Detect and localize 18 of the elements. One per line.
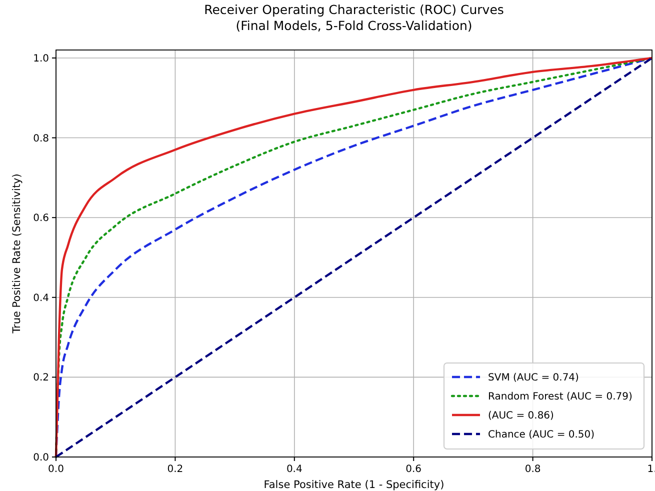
- y-tick-label: 0.4: [33, 292, 49, 304]
- x-tick-label: 0.8: [524, 464, 541, 475]
- x-tick-label: 0.4: [286, 464, 302, 475]
- x-tick-label: 0.2: [167, 464, 184, 475]
- legend-label: Chance (AUC = 0.50): [488, 430, 595, 440]
- y-tick-label: 0.0: [33, 452, 49, 464]
- legend-label: Random Forest (AUC = 0.79): [488, 392, 632, 402]
- x-tick-label: 0.0: [48, 464, 64, 475]
- y-tick-label: 0.8: [33, 133, 49, 144]
- x-axis-title: False Positive Rate (1 - Specificity): [264, 479, 444, 491]
- x-tick-label: 0.6: [406, 464, 422, 475]
- legend-label: (AUC = 0.86): [488, 410, 554, 422]
- y-tick-label: 1.0: [33, 53, 49, 64]
- y-axis-title: True Positive Rate (Sensitivity): [11, 174, 23, 334]
- chart-title: Receiver Operating Characteristic (ROC) Curves (Final Models, 5-Fold Cross-Validation): [204, 2, 504, 33]
- y-tick-label: 0.6: [33, 213, 49, 224]
- legend-label: SVM (AUC = 0.74): [488, 372, 580, 384]
- y-tick-label: 0.2: [33, 372, 49, 384]
